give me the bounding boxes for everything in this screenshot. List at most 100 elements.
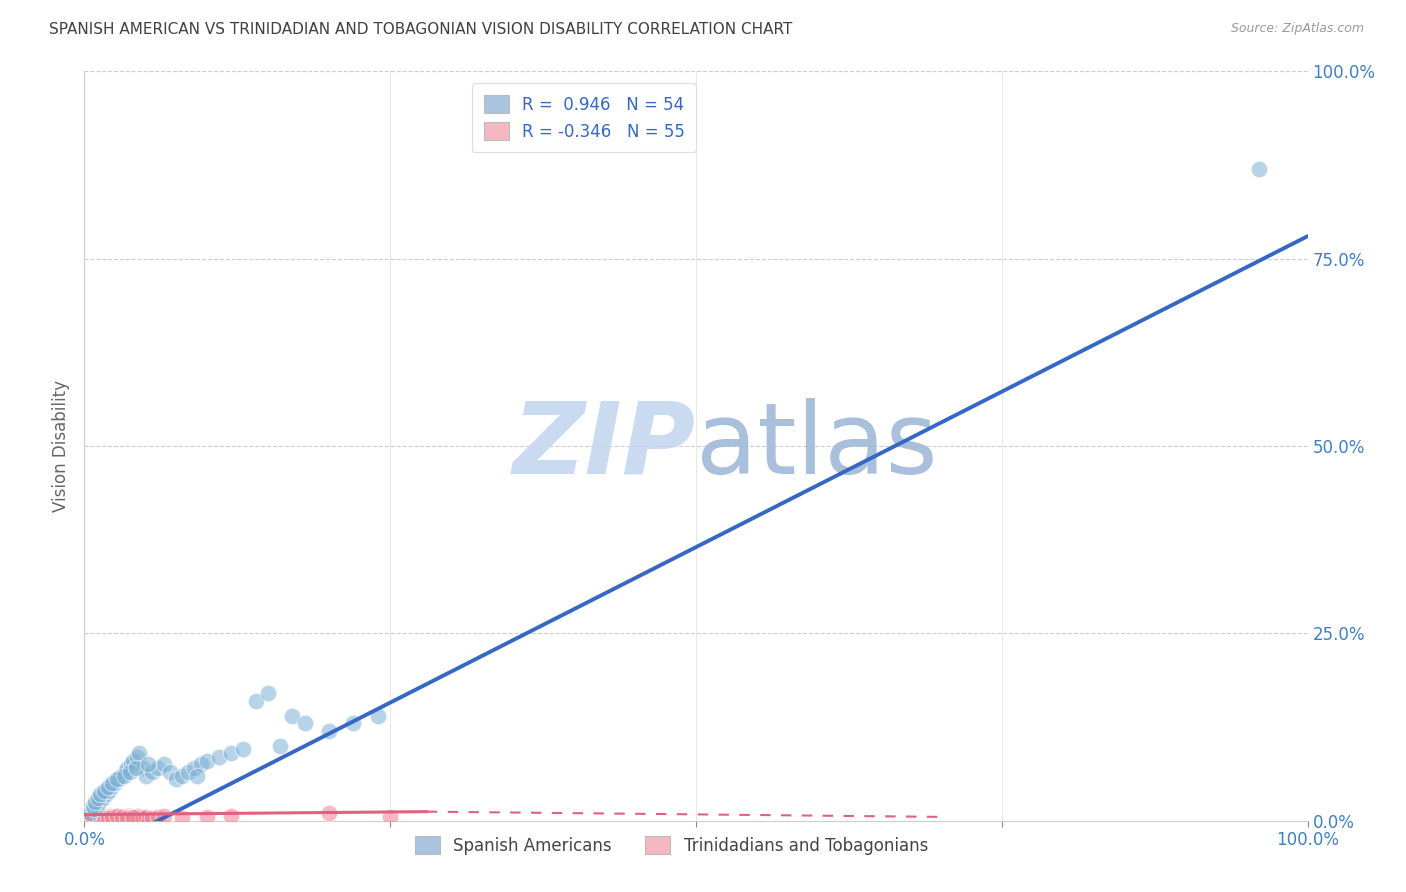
Point (105, 810, 128, 824)
Point (82, 811, 104, 825)
Point (89, 809, 111, 823)
Point (128, 746, 150, 760)
Point (219, 809, 242, 823)
Point (112, 769, 135, 783)
Point (96, 810, 118, 824)
Point (115, 811, 138, 825)
Point (105, 772, 128, 787)
Point (118, 764, 141, 779)
Point (153, 757, 176, 772)
Point (318, 806, 340, 821)
Point (120, 757, 142, 772)
Point (245, 694, 267, 708)
Point (110, 769, 132, 783)
Point (87, 811, 110, 825)
Point (367, 708, 389, 723)
Point (93, 783, 115, 797)
Point (141, 811, 163, 825)
Point (159, 764, 181, 779)
Point (1247, 161, 1270, 176)
Point (115, 761, 138, 775)
Point (97, 780, 120, 794)
Point (103, 810, 125, 824)
Point (93, 810, 115, 824)
Point (122, 810, 145, 824)
Text: Source: ZipAtlas.com: Source: ZipAtlas.com (1230, 22, 1364, 36)
Point (101, 811, 124, 825)
Point (100, 810, 122, 824)
Point (117, 809, 139, 823)
Point (208, 750, 231, 764)
Point (146, 810, 169, 824)
Point (114, 764, 136, 779)
Point (94, 809, 117, 823)
Point (318, 723, 340, 738)
Point (98, 809, 121, 823)
Point (100, 780, 122, 794)
Point (84, 795, 107, 809)
Point (172, 769, 194, 783)
Point (190, 757, 212, 772)
Point (96, 788, 118, 802)
Point (86, 810, 108, 824)
Point (79, 806, 101, 821)
Point (97, 811, 120, 825)
Point (165, 772, 187, 787)
Point (79, 810, 101, 824)
Point (87, 810, 110, 824)
Point (104, 776, 127, 790)
Point (257, 686, 280, 700)
Point (153, 809, 176, 823)
Text: SPANISH AMERICAN VS TRINIDADIAN AND TOBAGONIAN VISION DISABILITY CORRELATION CHA: SPANISH AMERICAN VS TRINIDADIAN AND TOBA… (49, 22, 793, 37)
Point (177, 764, 200, 779)
Point (125, 750, 148, 764)
Point (104, 809, 127, 823)
Point (108, 809, 131, 823)
Point (80, 810, 103, 824)
Legend: Spanish Americans, Trinidadians and Tobagonians: Spanish Americans, Trinidadians and Toba… (405, 826, 938, 864)
Point (107, 810, 129, 824)
Point (101, 776, 124, 790)
Point (141, 764, 163, 779)
Point (115, 810, 138, 824)
Point (105, 809, 128, 823)
Text: atlas: atlas (696, 398, 938, 494)
Y-axis label: Vision Disability: Vision Disability (52, 380, 70, 512)
Point (281, 708, 304, 723)
Point (219, 746, 242, 760)
Point (87, 791, 110, 805)
Point (77, 811, 100, 825)
Point (183, 761, 205, 775)
Point (91, 811, 114, 825)
Point (136, 757, 159, 772)
Point (90, 810, 112, 824)
Point (105, 811, 128, 825)
Point (132, 761, 155, 775)
Point (83, 810, 105, 824)
Point (82, 798, 104, 813)
Point (110, 810, 132, 824)
Point (76, 811, 98, 825)
Point (125, 810, 148, 824)
Point (101, 810, 124, 824)
Point (87, 795, 110, 809)
Point (172, 811, 194, 825)
Point (111, 810, 134, 824)
Point (122, 754, 145, 768)
Point (91, 791, 114, 805)
Point (135, 769, 157, 783)
Point (107, 772, 129, 787)
Point (77, 811, 100, 825)
Point (195, 810, 218, 824)
Point (122, 811, 145, 825)
Point (269, 739, 291, 753)
Point (132, 811, 155, 825)
Point (89, 809, 111, 823)
Point (97, 811, 120, 825)
Point (135, 810, 157, 824)
Point (232, 742, 254, 756)
Point (294, 716, 316, 731)
Point (89, 788, 111, 802)
Point (127, 809, 149, 823)
Point (186, 769, 208, 783)
